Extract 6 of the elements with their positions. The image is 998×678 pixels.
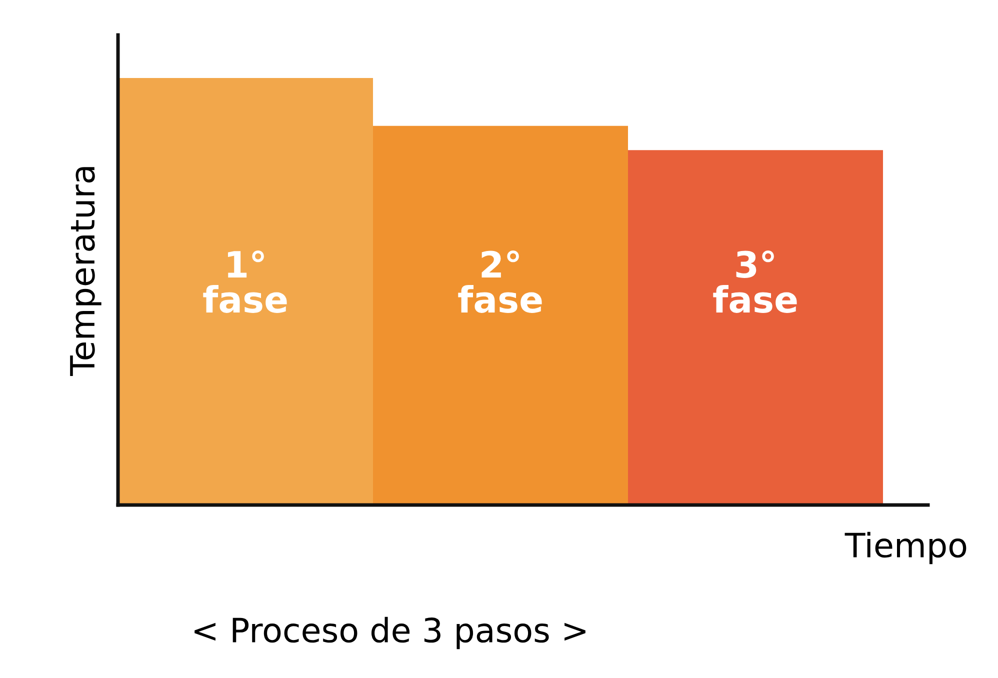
x-axis-title: Tiempo — [844, 532, 966, 564]
x-tick-label: 2° fase — [458, 250, 542, 313]
x-tick-label: 1° fase — [203, 250, 287, 313]
x-tick-label: 3° fase — [713, 250, 797, 313]
y-axis-title: Temperatura — [70, 167, 102, 376]
text: < Proceso de 3 pasos > — [194, 616, 586, 650]
